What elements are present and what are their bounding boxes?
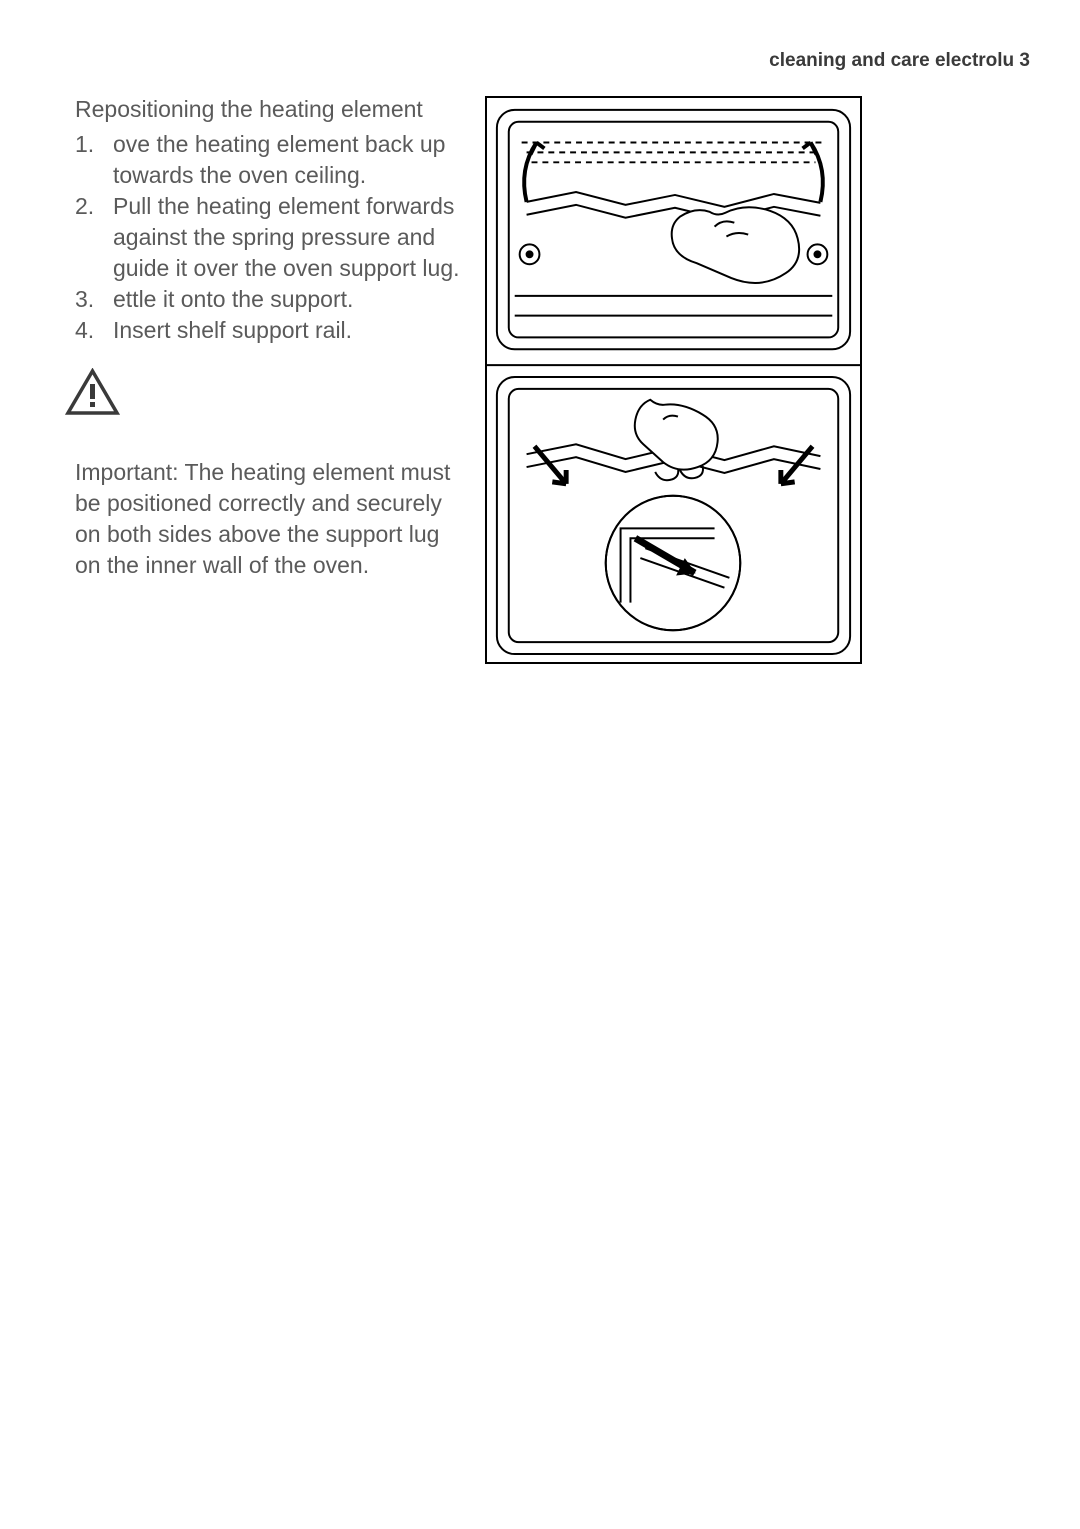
step-text: ettle it onto the support.: [113, 284, 465, 315]
illustration-column: [485, 96, 1030, 664]
step-text: ove the heating element back up towards …: [113, 129, 465, 191]
step-item: 3. ettle it onto the support.: [75, 284, 465, 315]
instructions-column: Repositioning the heating element 1. ove…: [75, 96, 465, 664]
step-item: 1. ove the heating element back up towar…: [75, 129, 465, 191]
oven-illustration: [485, 96, 862, 664]
step-number: 2.: [75, 191, 113, 284]
warning-block: Important: The heating element must be p…: [75, 368, 465, 581]
step-text: Pull the heating element forwards agains…: [113, 191, 465, 284]
step-number: 1.: [75, 129, 113, 191]
step-list: 1. ove the heating element back up towar…: [75, 129, 465, 346]
step-text: Insert shelf support rail.: [113, 315, 465, 346]
step-item: 2. Pull the heating element forwards aga…: [75, 191, 465, 284]
content-area: Repositioning the heating element 1. ove…: [75, 96, 1030, 664]
step-number: 3.: [75, 284, 113, 315]
step-number: 4.: [75, 315, 113, 346]
step-item: 4. Insert shelf support rail.: [75, 315, 465, 346]
important-note: Important: The heating element must be p…: [75, 457, 465, 581]
page-header: cleaning and care electrolu 3: [769, 50, 1030, 72]
warning-triangle-icon: [65, 368, 120, 416]
section-title: Repositioning the heating element: [75, 96, 465, 123]
